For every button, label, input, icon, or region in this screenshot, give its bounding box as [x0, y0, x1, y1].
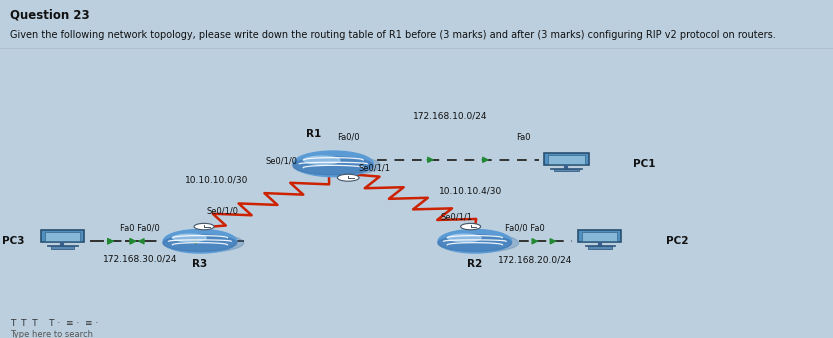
Text: Question 23: Question 23 — [10, 9, 90, 22]
Text: Se0/1/1: Se0/1/1 — [359, 164, 391, 172]
Ellipse shape — [163, 235, 237, 251]
FancyBboxPatch shape — [51, 246, 74, 249]
Text: 10.10.10.4/30: 10.10.10.4/30 — [439, 186, 502, 195]
Ellipse shape — [448, 234, 481, 242]
Circle shape — [194, 223, 214, 230]
Ellipse shape — [292, 155, 381, 176]
FancyBboxPatch shape — [578, 231, 621, 242]
Text: R2: R2 — [467, 259, 482, 269]
FancyBboxPatch shape — [548, 154, 585, 164]
Circle shape — [163, 230, 237, 253]
Text: 10.10.10.0/30: 10.10.10.0/30 — [185, 175, 248, 185]
Text: 172.168.20.0/24: 172.168.20.0/24 — [497, 256, 572, 265]
Text: Given the following network topology, please write down the routing table of R1 : Given the following network topology, pl… — [10, 30, 776, 40]
FancyBboxPatch shape — [588, 246, 611, 249]
Ellipse shape — [293, 157, 373, 175]
Text: Type here to search: Type here to search — [10, 330, 93, 338]
FancyBboxPatch shape — [585, 245, 615, 246]
Circle shape — [438, 230, 511, 253]
Text: T  T  T    T ·  ≡ ·  ≡ ·: T T T T · ≡ · ≡ · — [10, 318, 98, 328]
Text: Fa0/0: Fa0/0 — [337, 133, 360, 142]
Text: Se0/1/0: Se0/1/0 — [266, 157, 297, 166]
Text: PC3: PC3 — [2, 236, 25, 246]
Ellipse shape — [438, 235, 511, 251]
Circle shape — [461, 223, 481, 230]
Text: Fa0/0 Fa0: Fa0/0 Fa0 — [505, 223, 545, 232]
FancyBboxPatch shape — [45, 232, 80, 241]
Circle shape — [293, 151, 373, 177]
Ellipse shape — [162, 234, 244, 252]
FancyBboxPatch shape — [551, 168, 582, 169]
Text: 172.168.30.0/24: 172.168.30.0/24 — [102, 254, 177, 263]
Text: Fa0 Fa0/0: Fa0 Fa0/0 — [120, 223, 160, 232]
Text: Se0/1/1: Se0/1/1 — [441, 213, 472, 222]
Ellipse shape — [173, 234, 207, 242]
Ellipse shape — [437, 234, 519, 252]
FancyBboxPatch shape — [47, 245, 77, 246]
Text: PC2: PC2 — [666, 236, 689, 246]
Text: Se0/1/0: Se0/1/0 — [207, 206, 238, 215]
Text: R1: R1 — [306, 129, 321, 139]
Circle shape — [337, 174, 359, 181]
Text: 172.168.10.0/24: 172.168.10.0/24 — [412, 112, 487, 120]
Text: PC1: PC1 — [633, 159, 656, 169]
Ellipse shape — [304, 156, 340, 164]
Text: Fa0: Fa0 — [516, 133, 531, 142]
FancyBboxPatch shape — [554, 169, 579, 171]
Text: R3: R3 — [192, 259, 207, 269]
FancyBboxPatch shape — [582, 232, 617, 241]
FancyBboxPatch shape — [543, 152, 590, 165]
FancyBboxPatch shape — [41, 231, 84, 242]
